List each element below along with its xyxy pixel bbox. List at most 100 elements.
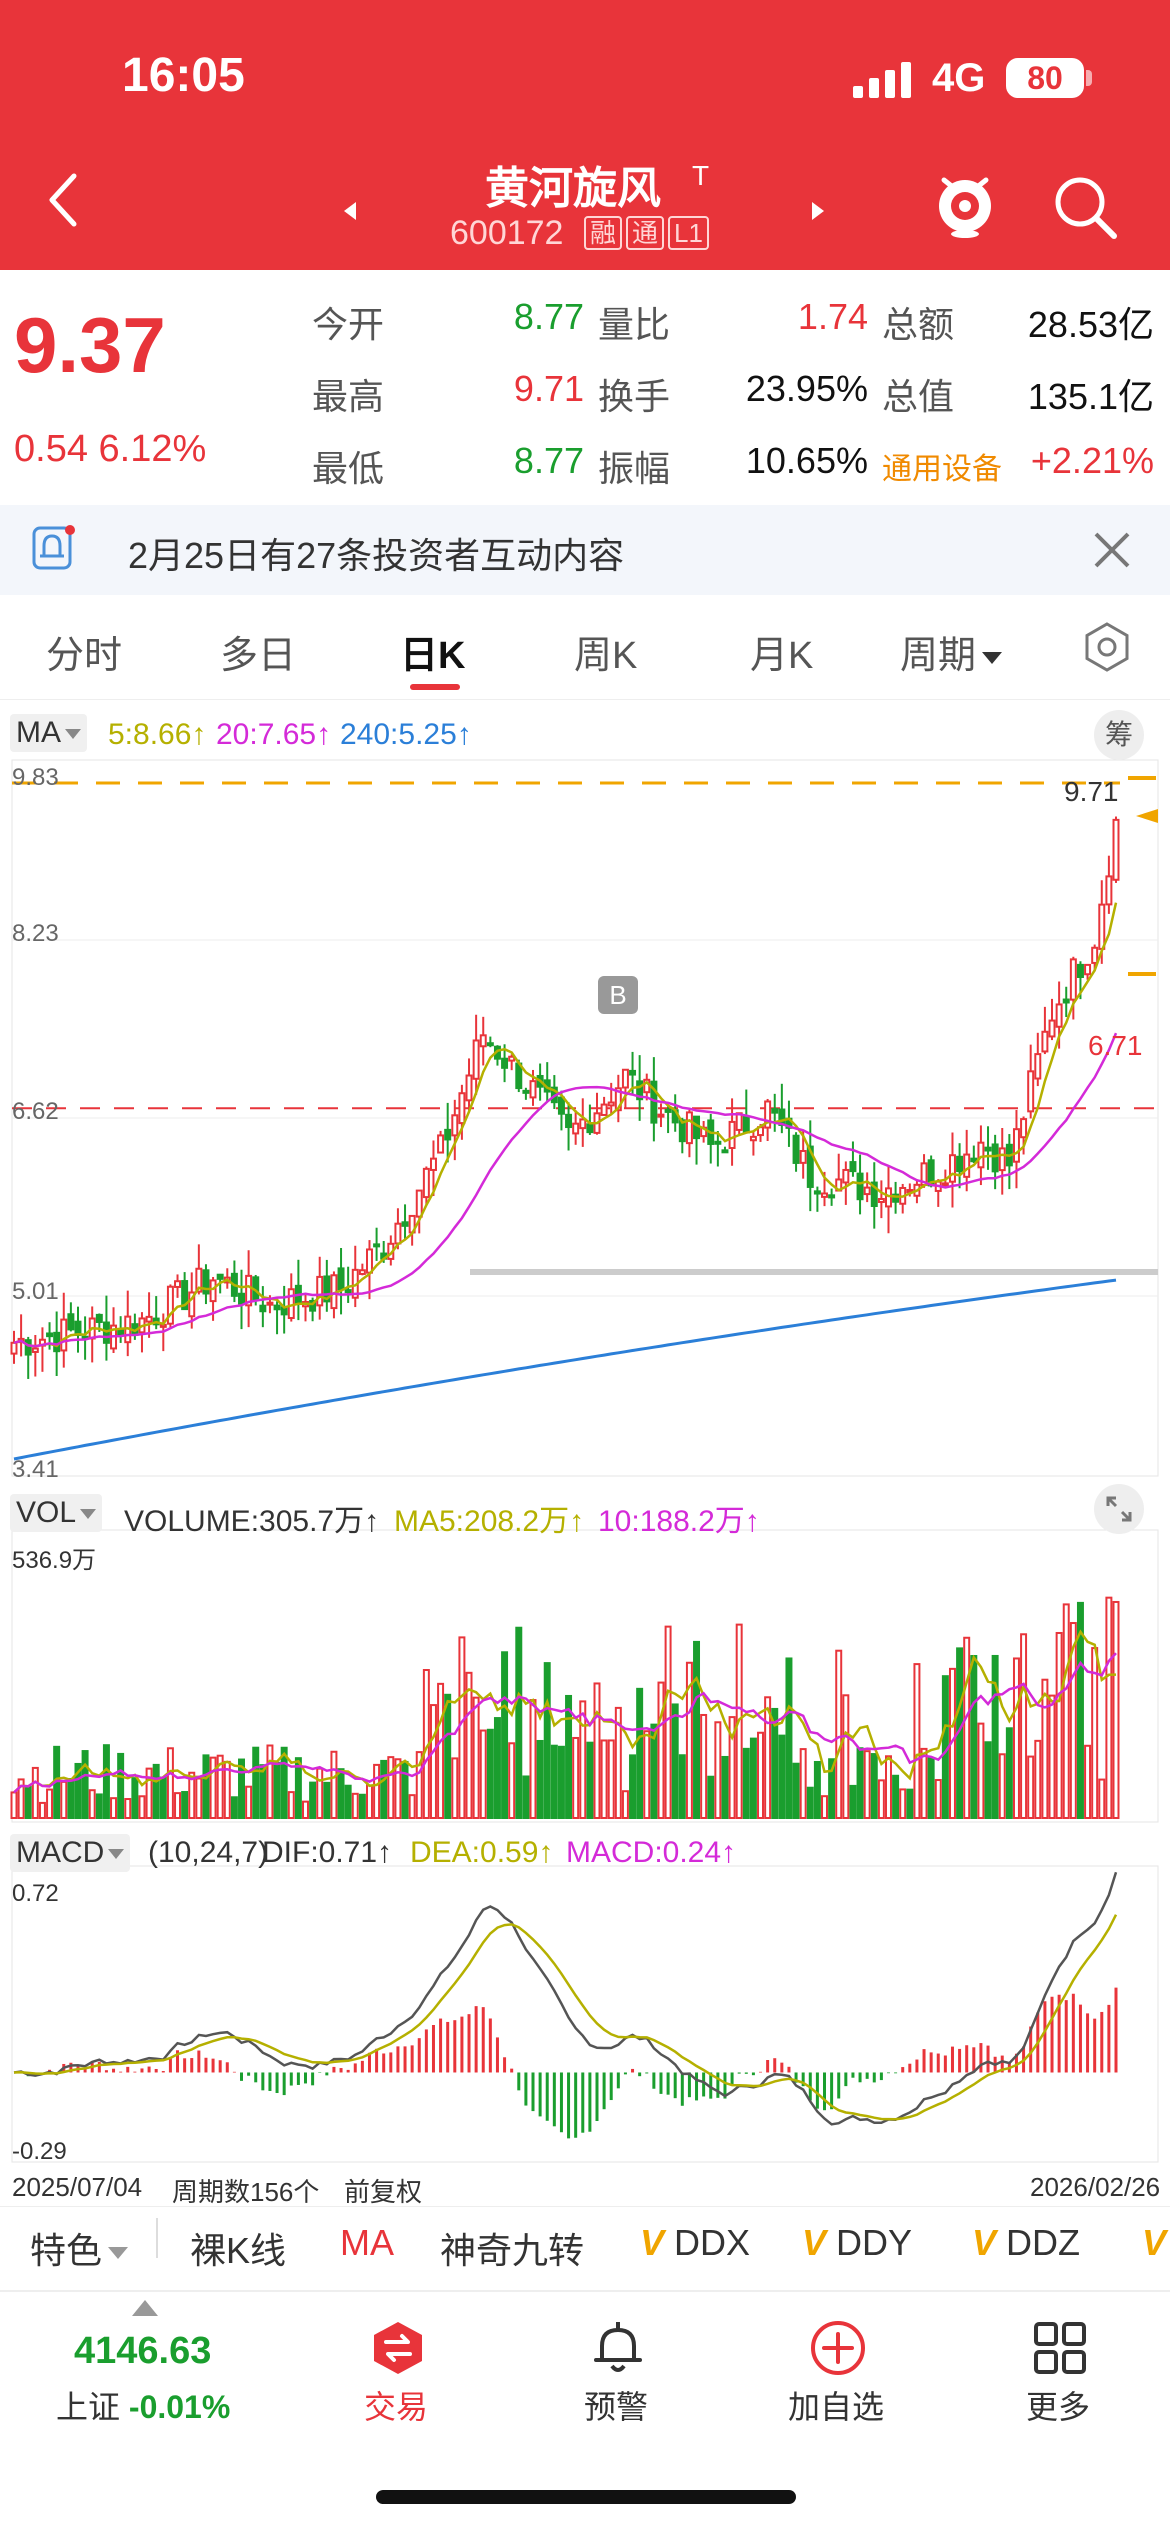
volume-bar [700, 1713, 708, 1819]
candle-body [373, 1243, 381, 1248]
volume-bar [557, 1745, 565, 1819]
index-value[interactable]: 4146.63 [74, 2330, 212, 2372]
nav-add-watchlist[interactable]: 加自选 [788, 2389, 885, 2425]
volume-bar [636, 1687, 644, 1820]
candle-body [287, 1288, 295, 1319]
volume-bar [813, 1760, 821, 1819]
network-type: 4G [932, 56, 986, 100]
buy-marker[interactable]: B [598, 976, 638, 1014]
adjust-mode[interactable]: 前复权 [344, 2177, 423, 2207]
prev-stock-icon[interactable] [344, 202, 356, 220]
search-icon[interactable] [1050, 172, 1120, 242]
expand-icon[interactable] [1094, 1484, 1144, 1534]
dea-line [13, 1914, 1118, 2121]
volume-bar [493, 1717, 501, 1820]
candle-body [600, 1103, 608, 1116]
volume-bar [1062, 1603, 1070, 1820]
alert-bell-icon[interactable] [588, 2318, 648, 2378]
indicator-ddx[interactable]: V DDX [640, 2222, 750, 2264]
v-icon: V [640, 2222, 665, 2263]
candle-body [1012, 1128, 1020, 1163]
indicator-more[interactable]: V [1142, 2222, 1167, 2263]
notice-bar[interactable] [0, 505, 1170, 595]
indicator-ddx-label: DDX [674, 2222, 751, 2263]
indicator-featured[interactable]: 特色 [30, 2222, 129, 2274]
candle-body [828, 1194, 836, 1199]
back-icon[interactable] [40, 170, 88, 230]
indicator-ddz[interactable]: V DDZ [972, 2222, 1080, 2264]
nav-trade[interactable]: 交易 [364, 2389, 429, 2425]
home-indicator[interactable] [376, 2490, 796, 2504]
volume-bar [806, 1786, 814, 1819]
candle-body [799, 1149, 807, 1164]
ma-selector[interactable]: MA [10, 714, 87, 752]
sector-link[interactable]: 通用设备 [882, 453, 1002, 486]
volume-bar [792, 1762, 800, 1819]
close-icon[interactable] [1090, 528, 1134, 572]
volume-bar [145, 1767, 153, 1820]
tag-margin: 融 [584, 216, 623, 250]
volume-bar [266, 1744, 274, 1820]
candle-body [472, 1039, 480, 1080]
candle-body [202, 1269, 210, 1295]
tab-weekly-k[interactable]: 周K [574, 635, 638, 677]
candle-body [742, 1115, 750, 1134]
candle-body [813, 1190, 821, 1195]
candle-body [693, 1115, 701, 1140]
last-price: 9.37 [14, 301, 166, 389]
volume-bar [870, 1753, 878, 1819]
candle-body [145, 1315, 153, 1323]
candle-body [1105, 875, 1113, 906]
divider [156, 2218, 158, 2258]
volume-bar [1076, 1601, 1084, 1820]
label-open: 今开 [312, 304, 385, 345]
volume-bar [678, 1754, 686, 1820]
volume-bar [742, 1747, 750, 1820]
volume-bar [600, 1739, 608, 1820]
price-change: 0.54 6.12% [14, 428, 207, 470]
value-low: 8.77 [513, 440, 584, 481]
volume-bar [74, 1762, 82, 1819]
candle-body [181, 1280, 189, 1311]
tab-multi-day[interactable]: 多日 [220, 635, 297, 677]
tab-period[interactable]: 周期 [900, 624, 1003, 679]
mascot-icon[interactable] [930, 168, 1000, 240]
battery-tip [1086, 70, 1092, 86]
stock-chart[interactable] [0, 700, 1170, 2170]
indicator-magic-nine[interactable]: 神奇九转 [440, 2230, 585, 2271]
nav-alert[interactable]: 预警 [584, 2389, 649, 2425]
chevron-down-icon [108, 1849, 125, 1860]
chip-distribution-button[interactable]: 筹 [1094, 710, 1144, 760]
trade-icon[interactable] [368, 2318, 428, 2378]
tab-monthly-k[interactable]: 月K [750, 635, 814, 677]
volume-bar [280, 1746, 288, 1819]
macd-selector[interactable]: MACD [10, 1834, 131, 1872]
macd-value: MACD:0.24↑ [566, 1836, 737, 1869]
volume-bar [927, 1757, 935, 1819]
volume-bar [252, 1746, 260, 1820]
tab-intraday[interactable]: 分时 [46, 635, 123, 677]
indicator-naked-k[interactable]: 裸K线 [190, 2230, 287, 2271]
nav-more[interactable]: 更多 [1026, 2389, 1091, 2425]
next-stock-icon[interactable] [812, 202, 824, 220]
volume-bar [1041, 1678, 1049, 1819]
settings-icon[interactable] [1080, 620, 1134, 674]
candle-body [401, 1221, 409, 1227]
end-date: 2026/02/26 [1030, 2172, 1161, 2202]
tab-daily-k[interactable]: 日K [400, 635, 466, 677]
notice-text[interactable]: 2月25日有27条投资者互动内容 [128, 535, 625, 576]
indicator-ddy[interactable]: V DDY [802, 2222, 912, 2264]
volume-value: VOLUME:305.7万↑ [124, 1505, 380, 1538]
volume-bar [934, 1779, 942, 1820]
volume-bar [330, 1750, 338, 1820]
index-info[interactable]: 上证 -0.01% [56, 2382, 230, 2428]
indicator-ma[interactable]: MA [340, 2222, 394, 2263]
candle-body [1062, 998, 1070, 1004]
volume-bar [216, 1754, 224, 1819]
volume-bar [991, 1654, 999, 1820]
volume-selector[interactable]: VOL [10, 1494, 103, 1532]
candle-body [10, 1341, 18, 1355]
add-watchlist-icon[interactable] [808, 2318, 868, 2378]
volume-bar [38, 1801, 46, 1820]
more-grid-icon[interactable] [1030, 2318, 1090, 2378]
